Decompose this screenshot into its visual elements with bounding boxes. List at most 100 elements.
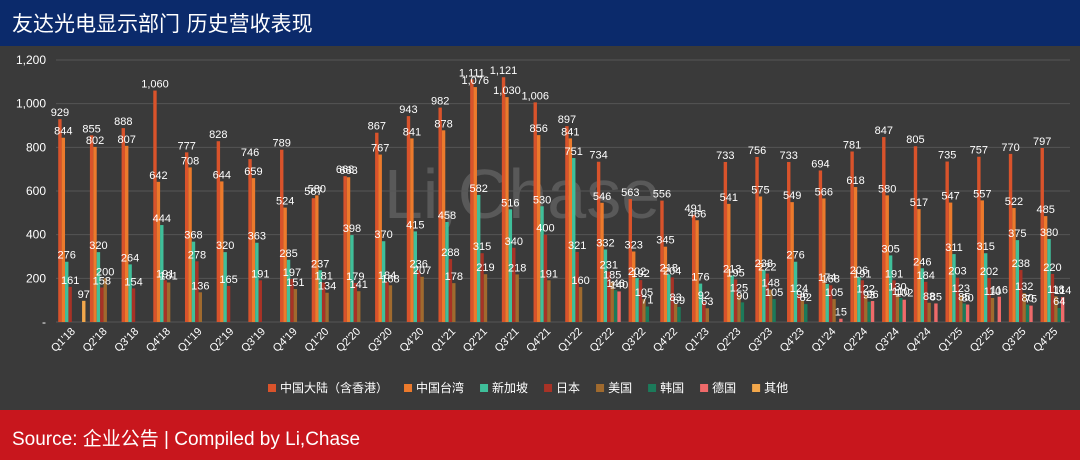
data-label: 276	[786, 250, 804, 262]
bar	[480, 253, 484, 322]
bar	[547, 280, 551, 322]
bar	[705, 308, 709, 322]
bar	[987, 277, 991, 322]
data-label: 777	[177, 140, 195, 152]
bar	[1019, 270, 1023, 322]
bar	[255, 242, 259, 322]
data-label: 320	[216, 240, 234, 252]
bar	[617, 291, 621, 322]
bar	[635, 277, 639, 322]
data-label: 192	[631, 268, 649, 280]
legend-label: 美国	[608, 381, 632, 395]
data-label: 735	[938, 150, 956, 162]
bar	[832, 299, 836, 322]
data-label: 141	[350, 279, 368, 291]
y-tick-label: 400	[26, 228, 46, 242]
bar	[698, 283, 703, 322]
legend-swatch	[752, 384, 761, 392]
data-label: 105	[825, 287, 843, 299]
source-text: Source: 企业公告 | Compiled by Li,Chase	[12, 429, 361, 450]
data-label: 285	[279, 248, 297, 260]
bar	[1012, 208, 1016, 322]
bar	[723, 161, 728, 322]
bar	[58, 119, 62, 322]
data-label: 491	[684, 203, 702, 215]
data-label: 345	[656, 235, 674, 247]
data-label: 844	[54, 126, 72, 138]
bar	[1050, 273, 1055, 322]
bar	[888, 255, 893, 322]
bar	[385, 281, 389, 322]
data-label: 15	[835, 307, 847, 319]
bar	[163, 280, 167, 322]
bar	[948, 202, 953, 322]
bar	[388, 285, 393, 322]
bar	[613, 290, 618, 322]
bar	[417, 270, 421, 322]
data-label: 541	[720, 192, 738, 204]
bar	[410, 138, 414, 322]
bar	[318, 270, 322, 322]
bar	[350, 235, 354, 322]
data-label: 789	[273, 138, 291, 150]
x-tick-label: Q2'19	[207, 326, 236, 355]
data-label: 1,006	[521, 90, 549, 102]
data-label: 563	[621, 187, 639, 199]
bar	[762, 270, 766, 322]
bar	[1008, 153, 1013, 322]
data-label: 856	[529, 123, 547, 135]
bar	[913, 146, 918, 322]
bar	[755, 156, 759, 322]
bar	[765, 273, 769, 322]
bar	[131, 288, 136, 322]
data-label: 71	[641, 294, 653, 306]
data-label: 238	[1012, 258, 1030, 270]
data-label: 370	[374, 229, 392, 241]
data-label: 841	[561, 126, 579, 138]
data-label: 756	[748, 145, 766, 157]
legend-swatch	[700, 384, 709, 392]
data-label: 174	[818, 272, 836, 284]
data-label: 288	[441, 247, 459, 259]
bar	[860, 280, 865, 322]
bar	[343, 176, 347, 322]
data-label: 97	[78, 289, 90, 301]
bar	[505, 97, 509, 322]
x-tick-label: Q4'18	[144, 326, 173, 355]
bar	[406, 116, 411, 322]
data-label: 323	[625, 239, 643, 251]
data-label: 708	[181, 155, 199, 167]
data-label: 118	[1047, 284, 1065, 296]
data-label: 311	[945, 242, 963, 254]
legend-swatch	[480, 384, 489, 392]
data-label: 191	[885, 268, 903, 280]
data-label: 148	[761, 278, 779, 290]
bar	[730, 275, 734, 322]
bar	[628, 199, 632, 322]
bar	[283, 207, 287, 322]
data-label: 236	[410, 258, 428, 270]
data-label: 185	[603, 270, 621, 282]
data-label: 547	[941, 191, 959, 203]
bar	[508, 209, 513, 322]
data-label: 516	[501, 197, 519, 209]
data-label: 184	[917, 270, 935, 282]
data-label: 246	[913, 256, 931, 268]
data-label: 179	[346, 271, 364, 283]
bar	[603, 249, 608, 322]
bar	[638, 280, 643, 322]
data-label: 64	[1053, 296, 1065, 308]
data-label: 218	[508, 262, 526, 274]
bar	[772, 299, 776, 322]
bar	[787, 161, 791, 322]
data-label: 332	[596, 238, 614, 250]
x-tick-label: Q1'19	[176, 326, 205, 355]
bar	[927, 302, 931, 322]
bar	[375, 132, 379, 322]
data-label: 1,121	[490, 65, 518, 77]
bar	[96, 252, 101, 322]
y-tick-label: 600	[26, 184, 46, 198]
data-label: 580	[878, 183, 896, 195]
bar	[476, 194, 481, 322]
bar	[216, 141, 221, 322]
